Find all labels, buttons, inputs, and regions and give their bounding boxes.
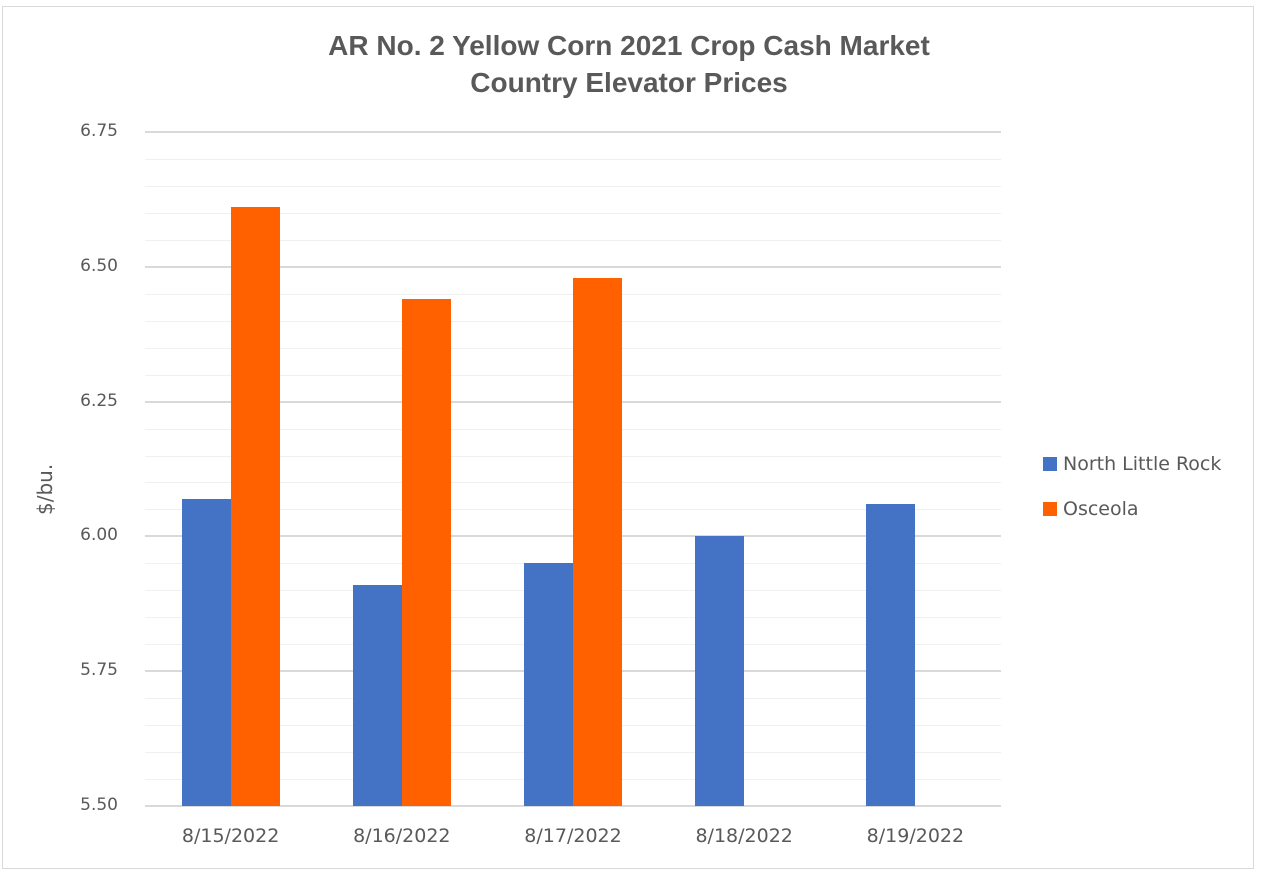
minor-gridline xyxy=(145,158,1001,160)
y-tick-label: 6.25 xyxy=(80,390,118,411)
bar-osceola xyxy=(573,277,622,806)
chart-title-line-1: AR No. 2 Yellow Corn 2021 Crop Cash Mark… xyxy=(328,30,930,61)
bar-north-little-rock xyxy=(866,504,916,806)
legend-label: North Little Rock xyxy=(1063,453,1222,475)
legend-swatch-north-little-rock xyxy=(1043,457,1057,471)
y-axis-label: $/bu. xyxy=(33,463,57,515)
y-tick-label: 5.50 xyxy=(80,795,118,815)
x-tick-label: 8/17/2022 xyxy=(524,825,622,847)
x-tick-label: 8/16/2022 xyxy=(353,825,451,847)
bar-north-little-rock xyxy=(524,563,573,806)
chart-title-line-2: Country Elevator Prices xyxy=(470,67,788,98)
x-tick-label: 8/19/2022 xyxy=(866,825,965,847)
major-gridline xyxy=(145,131,1001,133)
minor-gridline xyxy=(145,185,1001,187)
y-tick-label: 6.75 xyxy=(80,121,118,141)
y-tick-label: 6.50 xyxy=(80,255,118,276)
legend-item-north-little-rock: North Little Rock xyxy=(1043,452,1221,476)
bar-north-little-rock xyxy=(695,536,745,806)
legend-item-osceola: Osceola xyxy=(1043,497,1139,521)
major-gridline xyxy=(145,265,1001,268)
x-tick-label: 8/15/2022 xyxy=(181,825,280,847)
y-tick-label: 6.00 xyxy=(80,525,118,546)
major-gridline xyxy=(145,805,1001,807)
bar-north-little-rock xyxy=(181,498,231,806)
x-tick-label: 8/18/2022 xyxy=(695,825,793,847)
bar-osceola xyxy=(401,299,451,806)
bar-osceola xyxy=(230,207,280,806)
legend-label: Osceola xyxy=(1063,498,1139,520)
minor-gridline xyxy=(145,212,1001,214)
legend-swatch-osceola xyxy=(1043,502,1057,516)
bar-north-little-rock xyxy=(352,584,402,806)
y-tick-label: 5.75 xyxy=(80,660,118,681)
minor-gridline xyxy=(145,239,1001,241)
